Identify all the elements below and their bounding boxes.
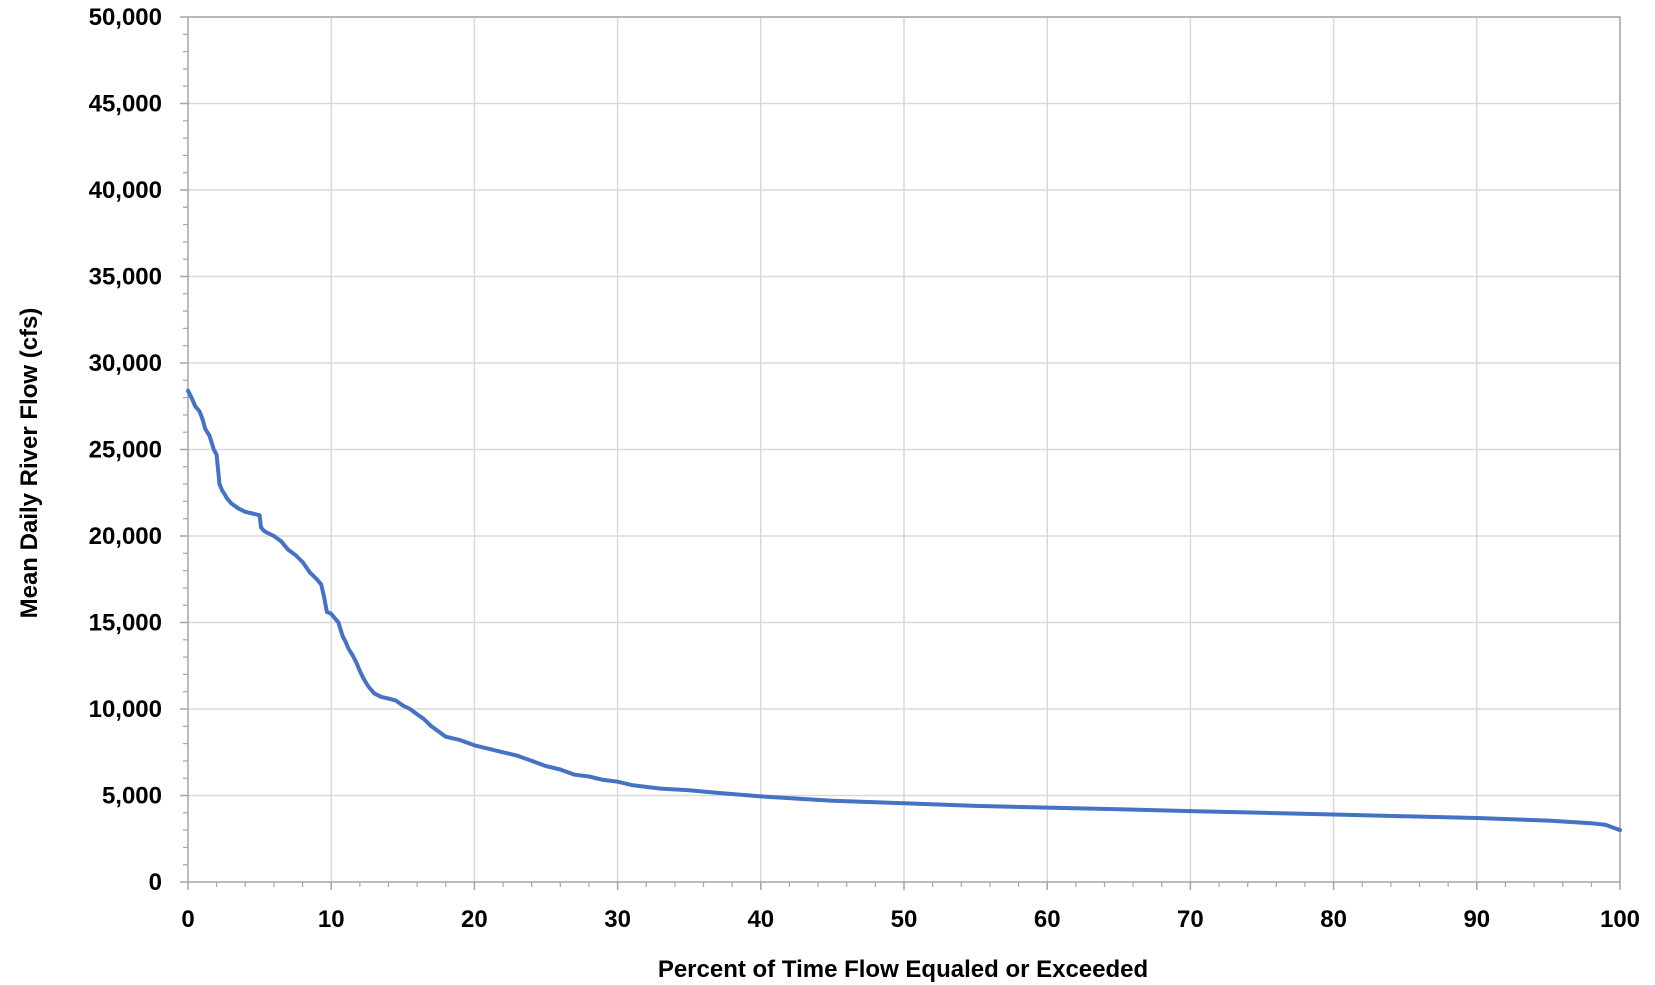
x-tick-label: 70 <box>1177 906 1204 933</box>
y-tick-label: 40,000 <box>89 177 162 204</box>
x-tick-label: 10 <box>318 906 345 933</box>
x-tick-label: 60 <box>1034 906 1061 933</box>
grid-lines <box>188 16 1621 882</box>
x-tick-label: 20 <box>461 906 488 933</box>
y-tick-label: 20,000 <box>89 523 162 550</box>
x-tick-label: 80 <box>1320 906 1347 933</box>
x-tick-label: 90 <box>1463 906 1490 933</box>
series <box>186 388 1622 833</box>
y-tick-label: 10,000 <box>89 696 162 723</box>
x-tick-label: 30 <box>604 906 631 933</box>
y-tick-label: 15,000 <box>89 610 162 637</box>
y-tick-label: 5,000 <box>102 783 162 810</box>
y-tick-label: 50,000 <box>89 4 162 31</box>
y-tick-label: 45,000 <box>89 91 162 118</box>
tick-labels: 0 10 20 30 40 50 60 70 80 90 100 0 5,000 10,000 15,000… <box>89 4 1640 933</box>
axes <box>180 16 1621 890</box>
flow-duration-line <box>186 388 1622 833</box>
y-tick-label: 25,000 <box>89 437 162 464</box>
y-tick-label: 30,000 <box>89 350 162 377</box>
x-axis-title: Percent of Time Flow Equaled or Exceeded <box>658 956 1148 983</box>
y-tick-label: 35,000 <box>89 264 162 291</box>
x-tick-label: 100 <box>1600 906 1640 933</box>
y-axis-title: Mean Daily River Flow (cfs) <box>16 308 43 619</box>
x-tick-label: 40 <box>747 906 774 933</box>
y-tick-label: 0 <box>149 869 162 896</box>
x-tick-label: 50 <box>891 906 918 933</box>
x-tick-label: 0 <box>181 906 194 933</box>
